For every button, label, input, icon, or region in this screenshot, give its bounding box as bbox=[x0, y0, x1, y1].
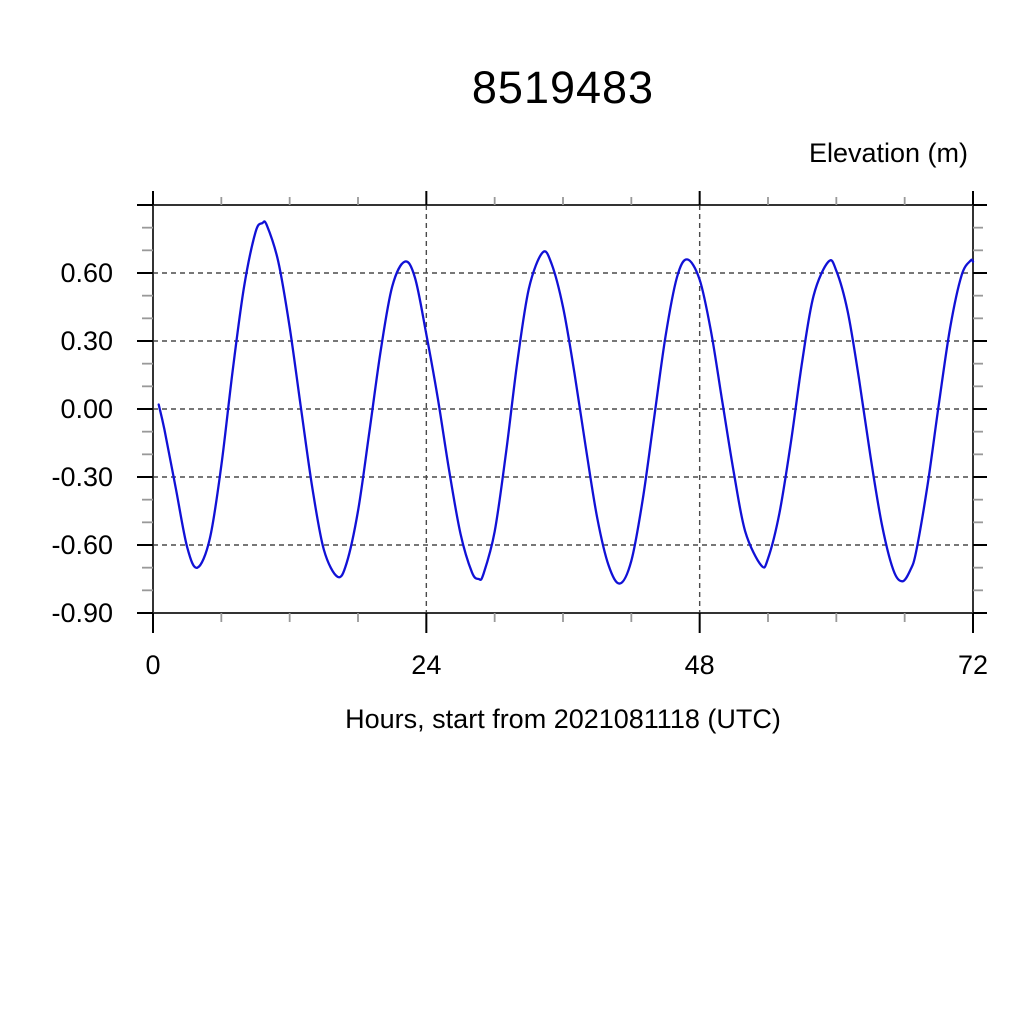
chart-title: 8519483 bbox=[471, 62, 655, 113]
tide-curve bbox=[157, 220, 975, 585]
x-tick-label: 24 bbox=[411, 650, 441, 680]
y-tick-label: 0.30 bbox=[60, 326, 113, 356]
y-tick-label: 0.00 bbox=[60, 394, 113, 424]
x-axis-label: Hours, start from 2021081118 (UTC) bbox=[345, 704, 781, 734]
x-tick-label: 72 bbox=[958, 650, 988, 680]
y-tick-label: -0.60 bbox=[51, 530, 113, 560]
x-tick-label: 0 bbox=[145, 650, 160, 680]
y-tick-label: -0.90 bbox=[51, 598, 113, 628]
y-axis-title: Elevation (m) bbox=[808, 138, 968, 168]
y-tick-label: -0.30 bbox=[51, 462, 113, 492]
x-tick-label: 48 bbox=[685, 650, 715, 680]
y-tick-label: 0.60 bbox=[60, 258, 113, 288]
